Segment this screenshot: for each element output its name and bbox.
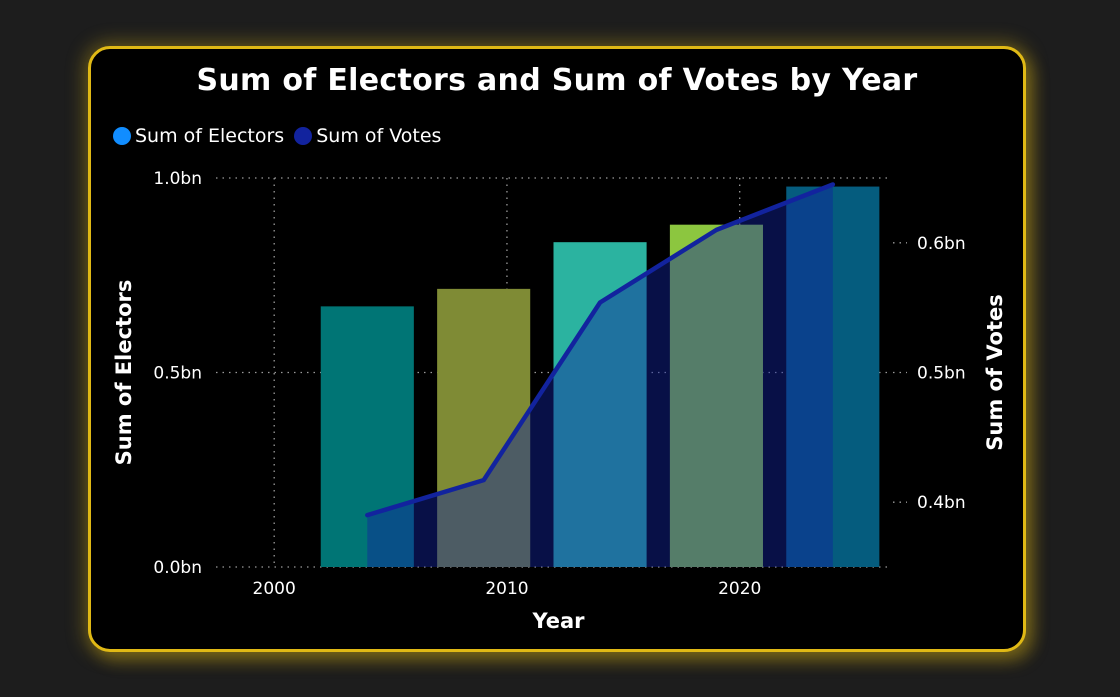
elector-bar [553,242,647,567]
y2-tick-label: 0.6bn [917,234,966,254]
y-tick-label: 1.0bn [153,169,202,189]
y-tick-label: 0.5bn [153,364,202,384]
legend-label-votes: Sum of Votes [316,125,442,147]
x-axis-title: Year [531,609,585,633]
legend-item-electors[interactable]: Sum of Electors [113,125,284,147]
y-axis-ticks: 0.0bn 0.5bn 1.0bn [153,169,202,578]
legend-item-votes[interactable]: Sum of Votes [294,125,441,147]
elector-bar [669,224,763,567]
y2-axis-title: Sum of Votes [983,294,1007,450]
x-tick-label: 2020 [718,579,761,599]
chart-title: Sum of Electors and Sum of Votes by Year [196,63,918,98]
elector-bar [320,306,414,567]
votes-line [365,182,836,567]
legend-label-electors: Sum of Electors [135,125,285,147]
y2-axis-ticks: 0.4bn 0.5bn 0.6bn [893,234,966,513]
y2-tick-label: 0.4bn [917,493,966,513]
chart-legend: Sum of Electors Sum of Votes [113,125,451,147]
elector-bar [437,288,531,567]
chart-card: Sum of Electors and Sum of Votes by Year… [88,46,1026,652]
y-axis-title: Sum of Electors [112,280,136,466]
votes-area [367,184,833,567]
y2-tick-label: 0.5bn [917,364,966,384]
x-tick-label: 2000 [253,579,296,599]
x-tick-label: 2010 [485,579,528,599]
x-axis-ticks: 2000 2010 2020 [253,579,762,599]
legend-dot-electors [113,127,131,145]
y-tick-label: 0.0bn [153,558,202,578]
legend-dot-votes [294,127,313,145]
elector-bar [786,186,880,568]
elector-bars [320,186,880,568]
